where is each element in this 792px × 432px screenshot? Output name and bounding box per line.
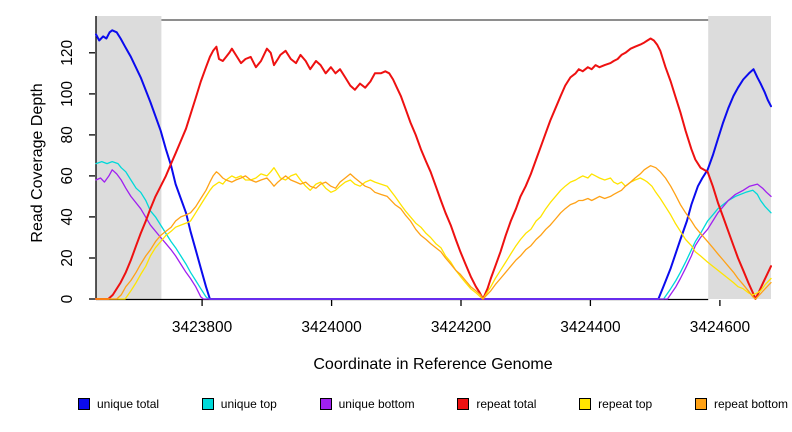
legend-item-unique-total: unique total — [78, 397, 159, 411]
x-axis-tick-label: 3424200 — [431, 319, 492, 336]
legend-label: repeat top — [598, 397, 653, 411]
legend-swatch-icon — [694, 398, 707, 410]
legend-swatch-icon — [201, 398, 214, 410]
legend-label: repeat total — [476, 397, 537, 411]
shaded-region — [96, 16, 162, 299]
x-axis-tick-label: 3424600 — [690, 319, 751, 336]
y-axis-tick-label: 100 — [59, 81, 76, 107]
x-axis-tick-label: 3424000 — [301, 319, 362, 336]
series-line-unique-total — [95, 29, 772, 300]
legend-label: unique top — [220, 397, 277, 411]
series-line-unique-bottom — [95, 169, 772, 300]
y-axis-tick-label: 40 — [59, 208, 76, 226]
legend-swatch-icon — [319, 398, 332, 410]
series-lines-group — [95, 29, 772, 300]
series-line-repeat-total — [95, 37, 772, 300]
legend-item-unique-bottom: unique bottom — [319, 397, 415, 411]
legend-label: unique bottom — [338, 397, 415, 411]
legend-label: repeat bottom — [713, 397, 788, 411]
x-axis-title: Coordinate in Reference Genome — [313, 356, 552, 373]
legend-item-unique-top: unique top — [201, 397, 277, 411]
shaded-region — [708, 16, 771, 299]
legend-swatch-icon — [457, 398, 470, 410]
coverage-plot-svg: 3423800 3424000 3424200 3424400 3424600 0 20 40… — [29, 16, 772, 373]
y-axis-tick-label: 0 — [59, 294, 76, 303]
legend-swatch-icon — [579, 398, 592, 410]
y-axis-tick-label: 120 — [59, 39, 76, 65]
x-axis-tick-label: 3424400 — [560, 319, 621, 336]
legend-item-repeat-top: repeat top — [579, 397, 652, 411]
y-axis-tick-label: 20 — [59, 249, 76, 267]
y-axis-title: Read Coverage Depth — [29, 83, 46, 242]
legend-item-repeat-total: repeat total — [457, 397, 536, 411]
y-axis-tick-label: 60 — [59, 167, 76, 185]
legend-item-repeat-bottom: repeat bottom — [694, 397, 788, 411]
legend-label: unique total — [97, 397, 160, 411]
repeat-region-shading-group — [96, 16, 771, 299]
axes-group: 3423800 3424000 3424200 3424400 3424600 0 20 40… — [59, 16, 750, 336]
legend: unique total unique top unique bottom repea… — [78, 397, 788, 411]
series-line-repeat-top — [95, 167, 772, 300]
legend-swatch-icon — [78, 398, 90, 410]
series-line-repeat-bottom — [95, 165, 772, 300]
x-axis-tick-label: 3423800 — [172, 319, 233, 336]
y-axis-tick-label: 80 — [59, 126, 76, 144]
